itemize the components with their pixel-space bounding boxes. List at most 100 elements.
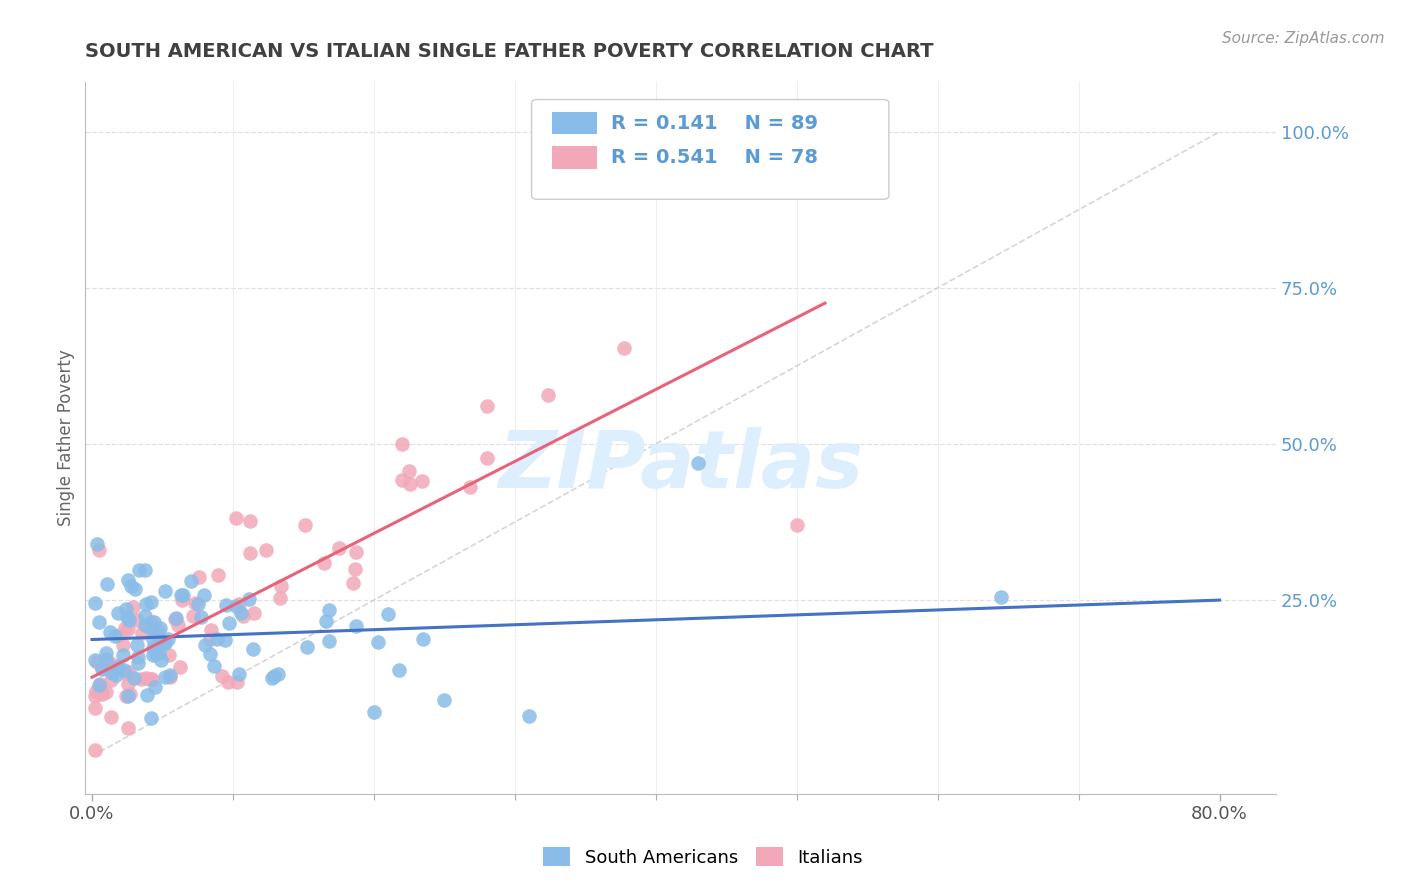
South Americans <box>218 616 240 631</box>
Italians <box>89 677 111 691</box>
Italians <box>89 685 111 699</box>
Italians <box>122 599 145 614</box>
FancyBboxPatch shape <box>551 112 598 135</box>
Italians <box>613 341 636 355</box>
Italians <box>207 568 229 582</box>
South Americans <box>114 602 136 616</box>
South Americans <box>107 659 129 673</box>
Y-axis label: Single Father Poverty: Single Father Poverty <box>58 350 75 526</box>
South Americans <box>198 648 221 662</box>
Italians <box>342 575 364 590</box>
South Americans <box>124 582 146 597</box>
Italians <box>117 721 139 735</box>
Italians <box>84 683 107 698</box>
Italians <box>475 450 498 465</box>
Italians <box>391 474 413 488</box>
Italians <box>146 624 169 638</box>
Italians <box>90 684 112 698</box>
South Americans <box>148 646 170 660</box>
South Americans <box>377 607 399 621</box>
Italians <box>83 743 105 757</box>
South Americans <box>228 666 250 681</box>
South Americans <box>94 652 117 666</box>
Italians <box>328 541 350 555</box>
South Americans <box>142 641 165 656</box>
South Americans <box>100 666 122 681</box>
Italians <box>184 596 207 610</box>
Italians <box>83 701 105 715</box>
South Americans <box>128 563 150 577</box>
South Americans <box>155 634 177 648</box>
South Americans <box>143 680 166 694</box>
Italians <box>411 474 433 488</box>
Italians <box>786 518 808 533</box>
Italians <box>187 569 209 583</box>
South Americans <box>207 632 229 647</box>
South Americans <box>315 614 337 628</box>
Italians <box>344 545 367 559</box>
South Americans <box>318 634 340 648</box>
Italians <box>112 638 135 652</box>
Legend: South Americans, Italians: South Americans, Italians <box>536 840 870 874</box>
Italians <box>118 665 141 680</box>
South Americans <box>104 628 127 642</box>
Italians <box>269 591 291 605</box>
South Americans <box>214 633 236 648</box>
Italians <box>537 388 560 402</box>
South Americans <box>159 668 181 682</box>
Italians <box>91 660 114 674</box>
South Americans <box>363 706 385 720</box>
South Americans <box>153 670 176 684</box>
Italians <box>200 623 222 637</box>
Italians <box>211 668 233 682</box>
Italians <box>169 660 191 674</box>
South Americans <box>157 632 180 646</box>
South Americans <box>127 650 149 665</box>
South Americans <box>141 711 163 725</box>
Italians <box>101 657 124 671</box>
South Americans <box>214 598 236 612</box>
Italians <box>232 608 254 623</box>
South Americans <box>96 577 118 591</box>
South Americans <box>125 638 148 652</box>
South Americans <box>94 646 117 660</box>
Italians <box>117 677 139 691</box>
South Americans <box>169 589 191 603</box>
Italians <box>117 622 139 636</box>
South Americans <box>134 563 156 577</box>
South Americans <box>107 606 129 620</box>
South Americans <box>86 537 108 551</box>
South Americans <box>267 667 290 681</box>
South Americans <box>193 588 215 602</box>
South Americans <box>172 588 194 602</box>
Italians <box>90 687 112 701</box>
Italians <box>136 620 159 634</box>
Italians <box>118 687 141 701</box>
Italians <box>115 666 138 681</box>
Italians <box>217 675 239 690</box>
South Americans <box>83 653 105 667</box>
South Americans <box>202 659 225 673</box>
South Americans <box>388 663 411 677</box>
Italians <box>135 671 157 685</box>
South Americans <box>118 613 141 627</box>
Italians <box>166 617 188 632</box>
South Americans <box>686 456 709 470</box>
Italians <box>83 689 105 703</box>
South Americans <box>149 653 172 667</box>
South Americans <box>297 640 319 654</box>
Italians <box>138 673 160 687</box>
Italians <box>243 606 266 620</box>
South Americans <box>139 595 162 609</box>
Italians <box>314 556 336 570</box>
Italians <box>294 518 316 533</box>
South Americans <box>990 590 1012 604</box>
Italians <box>125 613 148 627</box>
Italians <box>475 400 498 414</box>
South Americans <box>194 638 217 652</box>
South Americans <box>122 671 145 685</box>
South Americans <box>142 648 165 662</box>
Italians <box>108 627 131 641</box>
Italians <box>198 632 221 646</box>
FancyBboxPatch shape <box>531 100 889 199</box>
